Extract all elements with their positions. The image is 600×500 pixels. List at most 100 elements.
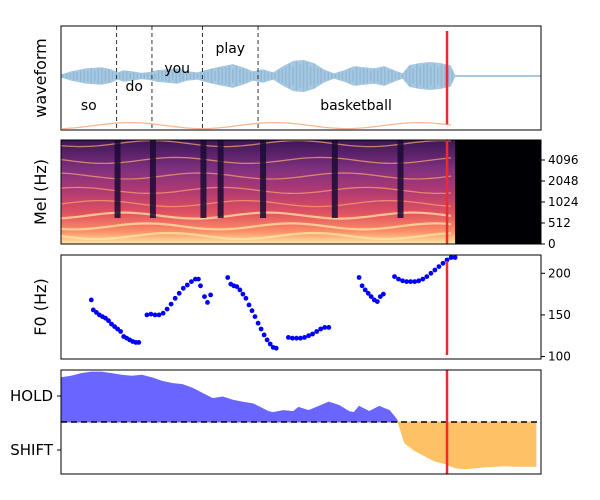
mel-frame: [60, 139, 542, 245]
mel-tick-label: 0: [548, 237, 556, 251]
mel-harmonic: [60, 222, 452, 231]
f0-point: [412, 279, 418, 284]
f0-point: [234, 284, 240, 289]
f0-point: [436, 264, 442, 269]
mel-tick-label: 512: [548, 216, 571, 230]
f0-point: [225, 275, 231, 280]
hold-shift-tick-label-shift: SHIFT: [10, 441, 54, 459]
f0-point: [202, 294, 207, 299]
mel-harmonic: [60, 121, 452, 130]
mel-tick-label: 2048: [548, 174, 579, 188]
mel-tick-label: 4096: [548, 153, 579, 167]
f0-point: [286, 335, 291, 340]
f0-point: [420, 276, 426, 282]
f0-point: [258, 326, 264, 332]
f0-point: [189, 279, 194, 284]
f0-point: [246, 302, 252, 308]
f0-point: [318, 326, 324, 332]
f0-point: [416, 278, 422, 284]
hold-shift-frame: [60, 369, 542, 475]
f0-point: [180, 285, 186, 291]
f0-point: [326, 325, 332, 330]
mel-harmonic: [60, 231, 452, 241]
mel-gap: [114, 140, 121, 218]
f0-point: [310, 331, 315, 337]
hold-shift-tick-label-hold: HOLD: [10, 387, 53, 405]
waveform-panel: so do you play basketball waveform: [31, 25, 542, 131]
f0-tick-label: 150: [548, 308, 571, 322]
f0-point: [273, 345, 279, 351]
mel-gap: [149, 140, 156, 218]
mel-harmonic: [60, 211, 452, 220]
f0-point: [365, 290, 371, 296]
f0-point: [381, 291, 386, 297]
f0-point: [106, 318, 111, 324]
mel-gap: [200, 140, 207, 218]
word-label-do: do: [126, 79, 143, 95]
f0-point: [356, 275, 362, 280]
mel-ylabel: Mel (Hz): [31, 159, 50, 225]
shift-area: [398, 421, 537, 470]
mel-gap: [397, 140, 404, 218]
f0-point: [368, 294, 374, 299]
f0-frame: [60, 254, 542, 360]
f0-point: [136, 340, 142, 345]
f0-panel: F0 (Hz) 100 150 200: [31, 254, 571, 364]
mel-harmonic: [60, 186, 452, 195]
f0-point: [404, 279, 409, 284]
f0-point: [408, 279, 413, 284]
f0-tick-label: 100: [548, 350, 571, 364]
mel-tick-label: 1024: [548, 195, 579, 209]
f0-point: [243, 295, 249, 301]
f0-point: [267, 341, 273, 347]
f0-point: [205, 300, 210, 305]
f0-point: [400, 278, 405, 284]
mel-gap: [260, 140, 267, 218]
waveform-frame: [60, 25, 542, 131]
f0-point: [168, 301, 174, 307]
f0-point: [392, 274, 397, 279]
f0-point: [249, 308, 255, 314]
f0-point: [452, 255, 458, 260]
f0-point: [148, 311, 154, 317]
f0-point: [198, 283, 203, 289]
word-label-play: play: [215, 41, 245, 57]
mel-harmonic: [60, 172, 452, 180]
mel-harmonic: [60, 139, 452, 148]
f0-point: [314, 329, 320, 334]
f0-point: [374, 299, 380, 304]
f0-point: [290, 335, 295, 341]
f0-point: [164, 306, 170, 312]
f0-point: [252, 314, 258, 319]
f0-point: [176, 290, 182, 296]
mel-harmonic: [60, 156, 452, 165]
f0-point: [152, 312, 158, 318]
mel-panel: Mel (Hz) 0 512 1024 2048 4096: [31, 121, 579, 251]
f0-tick-label: 200: [548, 266, 571, 280]
hold-shift-panel: HOLD SHIFT: [10, 369, 542, 475]
f0-point: [237, 287, 243, 293]
f0-point: [118, 329, 123, 334]
f0-point: [362, 287, 368, 293]
f0-point: [172, 295, 178, 301]
mel-gap: [217, 140, 224, 218]
f0-point: [396, 276, 401, 282]
word-label-you: you: [164, 61, 190, 77]
f0-point: [302, 335, 307, 340]
f0-point: [255, 320, 261, 326]
f0-point: [440, 260, 446, 266]
f0-point: [208, 292, 214, 298]
f0-point: [298, 335, 303, 341]
f0-point: [306, 333, 311, 339]
f0-point: [448, 255, 454, 260]
f0-point: [156, 312, 162, 318]
f0-point: [264, 337, 270, 343]
f0-point: [261, 332, 267, 338]
word-label-basketball: basketball: [320, 98, 392, 114]
f0-point: [196, 276, 201, 282]
f0-point: [88, 297, 94, 303]
f0-point: [184, 282, 190, 288]
f0-point: [424, 274, 430, 279]
f0-point: [428, 270, 434, 276]
